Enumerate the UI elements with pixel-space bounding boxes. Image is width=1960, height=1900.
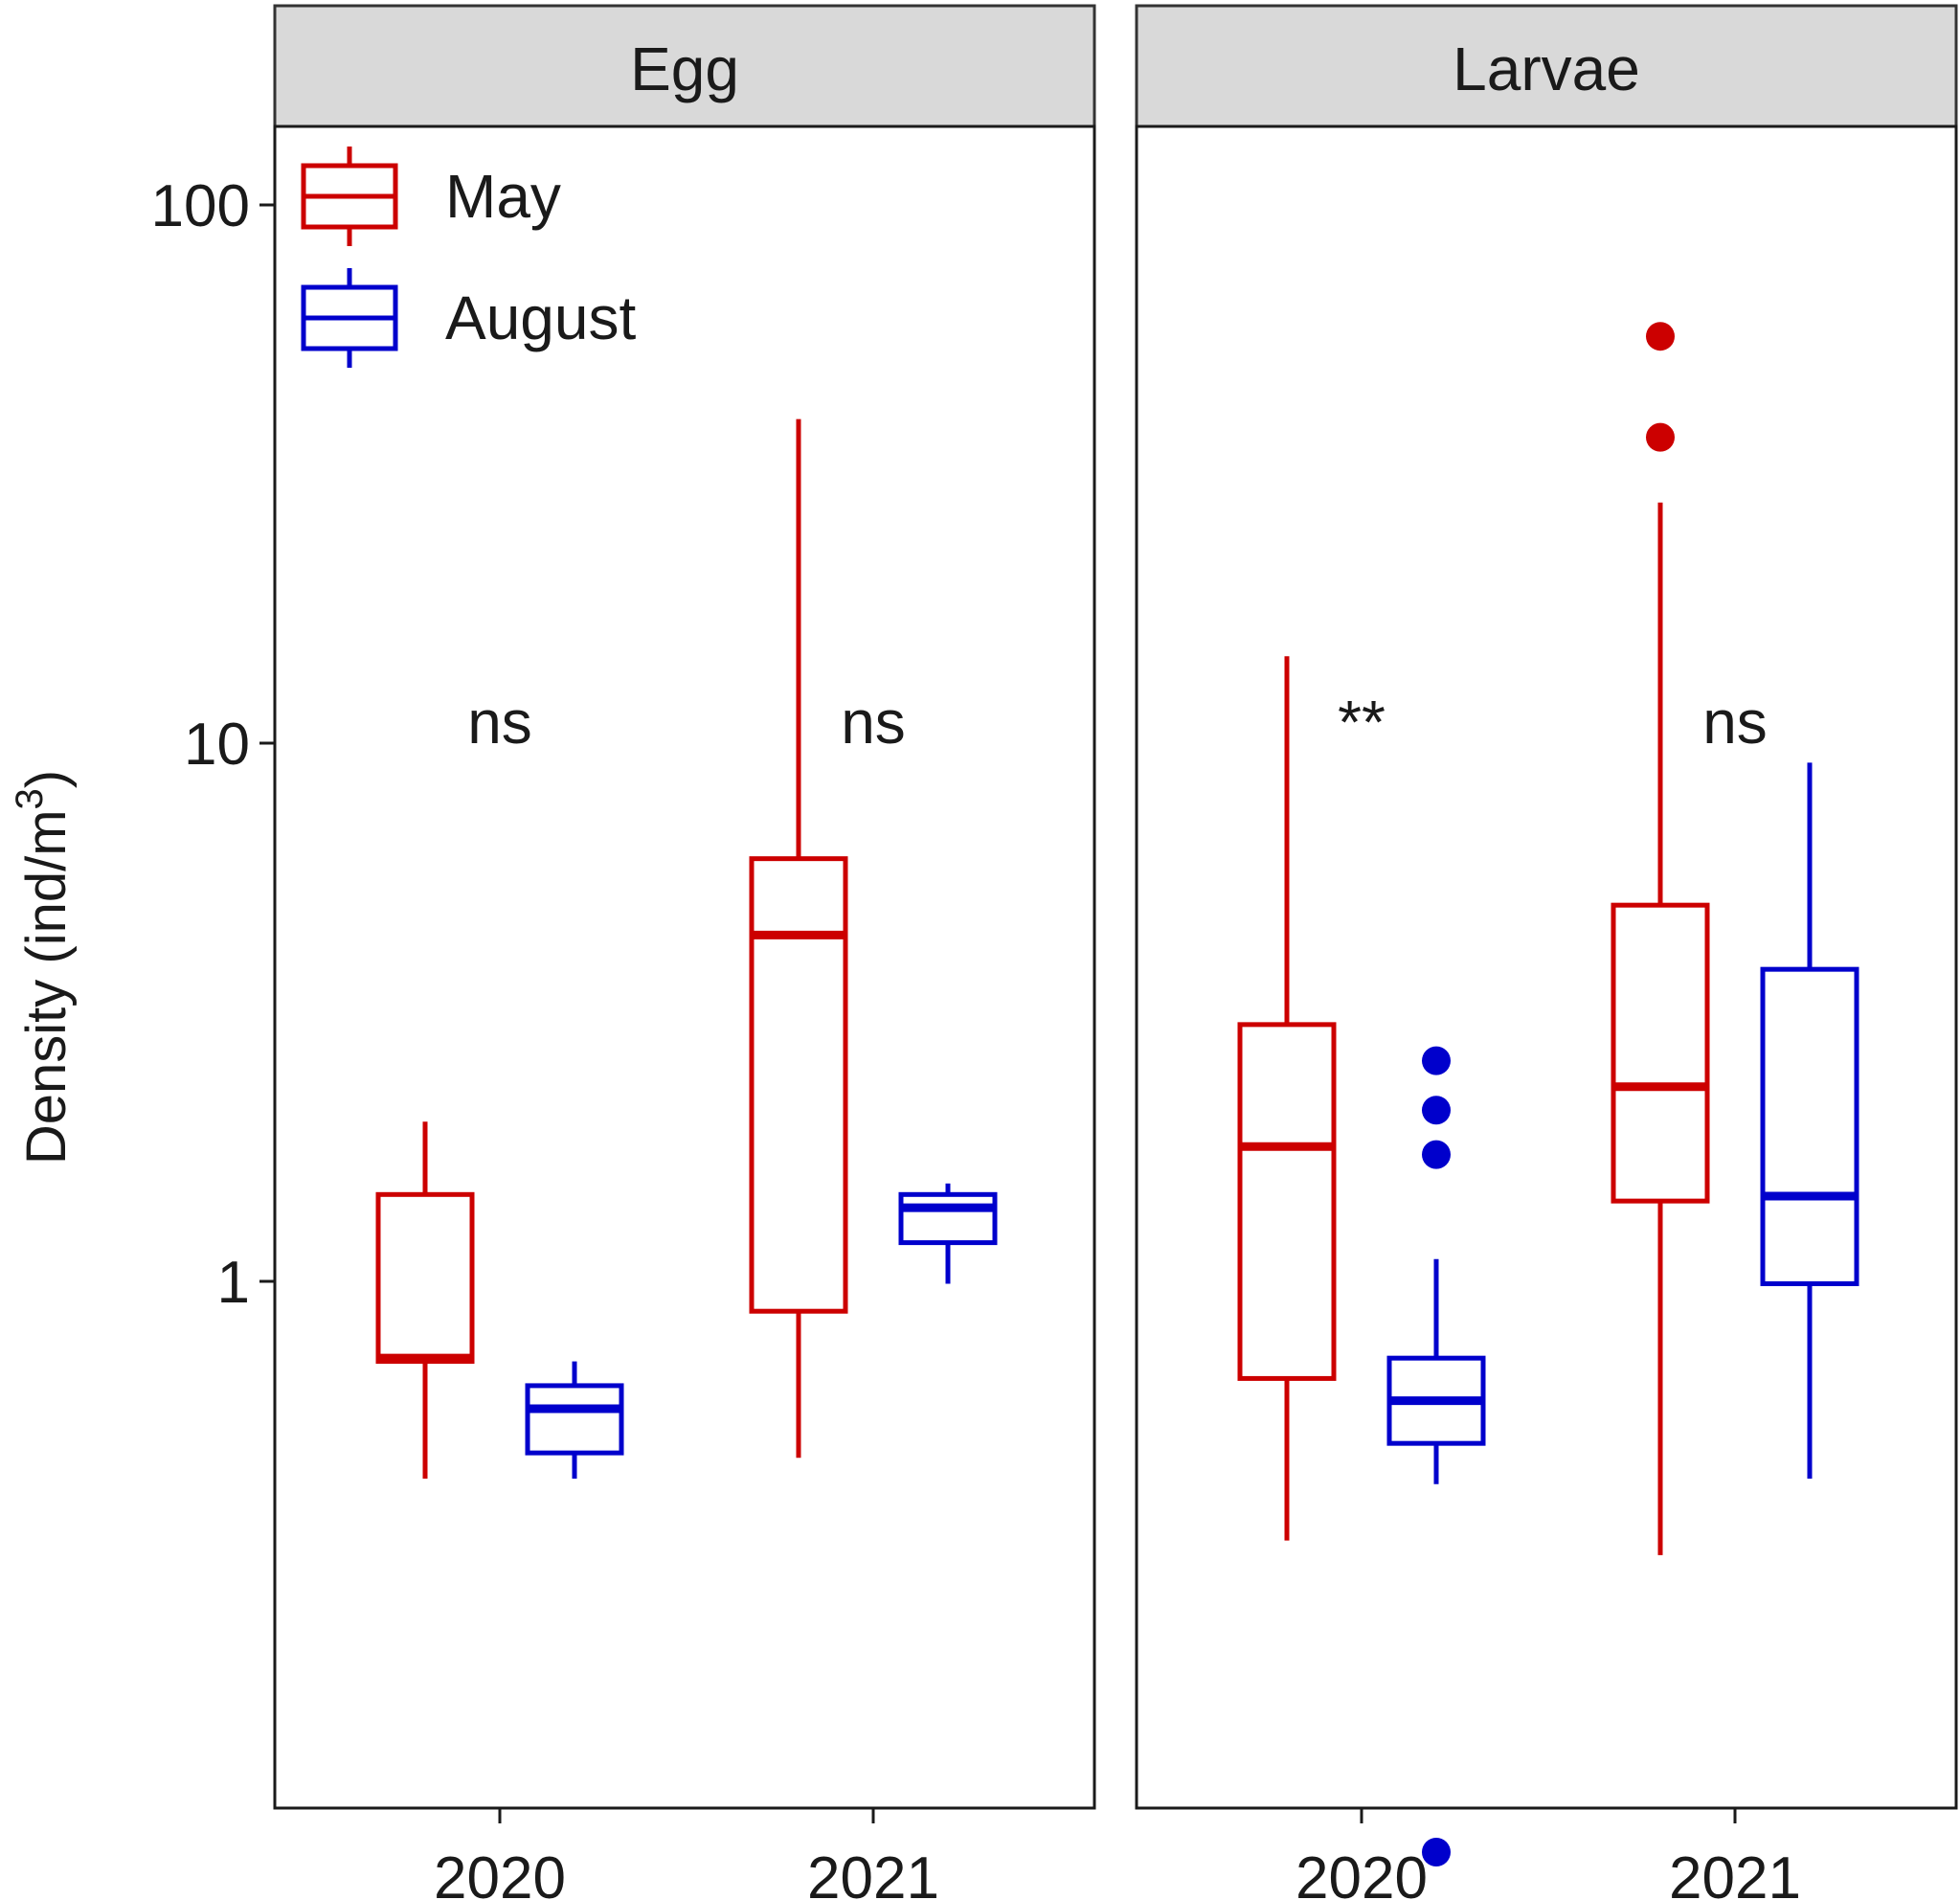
facet-title-egg: Egg — [630, 34, 739, 103]
outlier-larvae-2020-august-1 — [1422, 1140, 1451, 1169]
outlier-larvae-2021-may-1 — [1646, 322, 1675, 351]
legend-label-august: August — [445, 283, 636, 352]
outlier-larvae-2020-august-0 — [1422, 1837, 1451, 1866]
facet-strip-larvae — [1135, 4, 1958, 128]
significance-larvae-2021: ns — [1702, 688, 1768, 757]
y-tick-label-10: 10 — [184, 712, 250, 778]
panel-border-larvae — [1135, 124, 1958, 1810]
box-egg-2021-august — [898, 1183, 998, 1284]
box-larvae-2020-august — [1386, 1046, 1486, 1866]
legend-item-august: August — [301, 268, 636, 368]
box-larvae-2020-may — [1237, 656, 1337, 1541]
significance-egg-2021: ns — [841, 688, 906, 757]
x-tick-label-egg-2020: 2020 — [434, 1845, 566, 1900]
box-larvae-2021-may — [1611, 322, 1710, 1555]
box-iqr-egg-2021-may — [749, 856, 848, 1314]
outlier-larvae-2020-august-2 — [1422, 1096, 1451, 1125]
y-tick-label-1: 1 — [217, 1250, 250, 1316]
box-egg-2020-may — [375, 1121, 475, 1479]
box-egg-2021-may — [749, 418, 848, 1459]
box-iqr-egg-2021-august — [898, 1191, 998, 1246]
significance-egg-2020: ns — [467, 688, 532, 757]
box-iqr-egg-2020-may — [375, 1191, 475, 1365]
x-tick-label-larvae-2020: 2020 — [1295, 1845, 1428, 1900]
box-iqr-larvae-2021-may — [1611, 902, 1710, 1204]
box-iqr-egg-2020-august — [525, 1383, 624, 1456]
outlier-larvae-2021-may-0 — [1646, 422, 1675, 452]
legend-item-may: May — [301, 147, 561, 246]
panel-border-egg — [273, 124, 1096, 1810]
y-axis-label: Density (ind/m3) — [9, 770, 78, 1165]
box-larvae-2021-august — [1760, 762, 1859, 1479]
x-tick-label-egg-2021: 2021 — [807, 1845, 939, 1900]
significance-larvae-2020: ** — [1338, 688, 1386, 757]
y-axis-label-superscript: 3 — [9, 788, 51, 809]
facet-title-larvae: Larvae — [1453, 34, 1640, 103]
x-tick-label-larvae-2021: 2021 — [1669, 1845, 1801, 1900]
box-iqr-larvae-2021-august — [1760, 966, 1859, 1286]
facet-strip-egg — [273, 4, 1096, 128]
y-axis-label-suffix: ) — [15, 770, 78, 788]
legend-label-may: May — [445, 162, 561, 231]
outlier-larvae-2020-august-3 — [1422, 1046, 1451, 1075]
box-iqr-larvae-2020-may — [1237, 1022, 1337, 1381]
y-axis-label-text: Density (ind/m — [15, 809, 78, 1165]
box-egg-2020-august — [525, 1361, 624, 1479]
y-tick-label-100: 100 — [151, 173, 250, 239]
